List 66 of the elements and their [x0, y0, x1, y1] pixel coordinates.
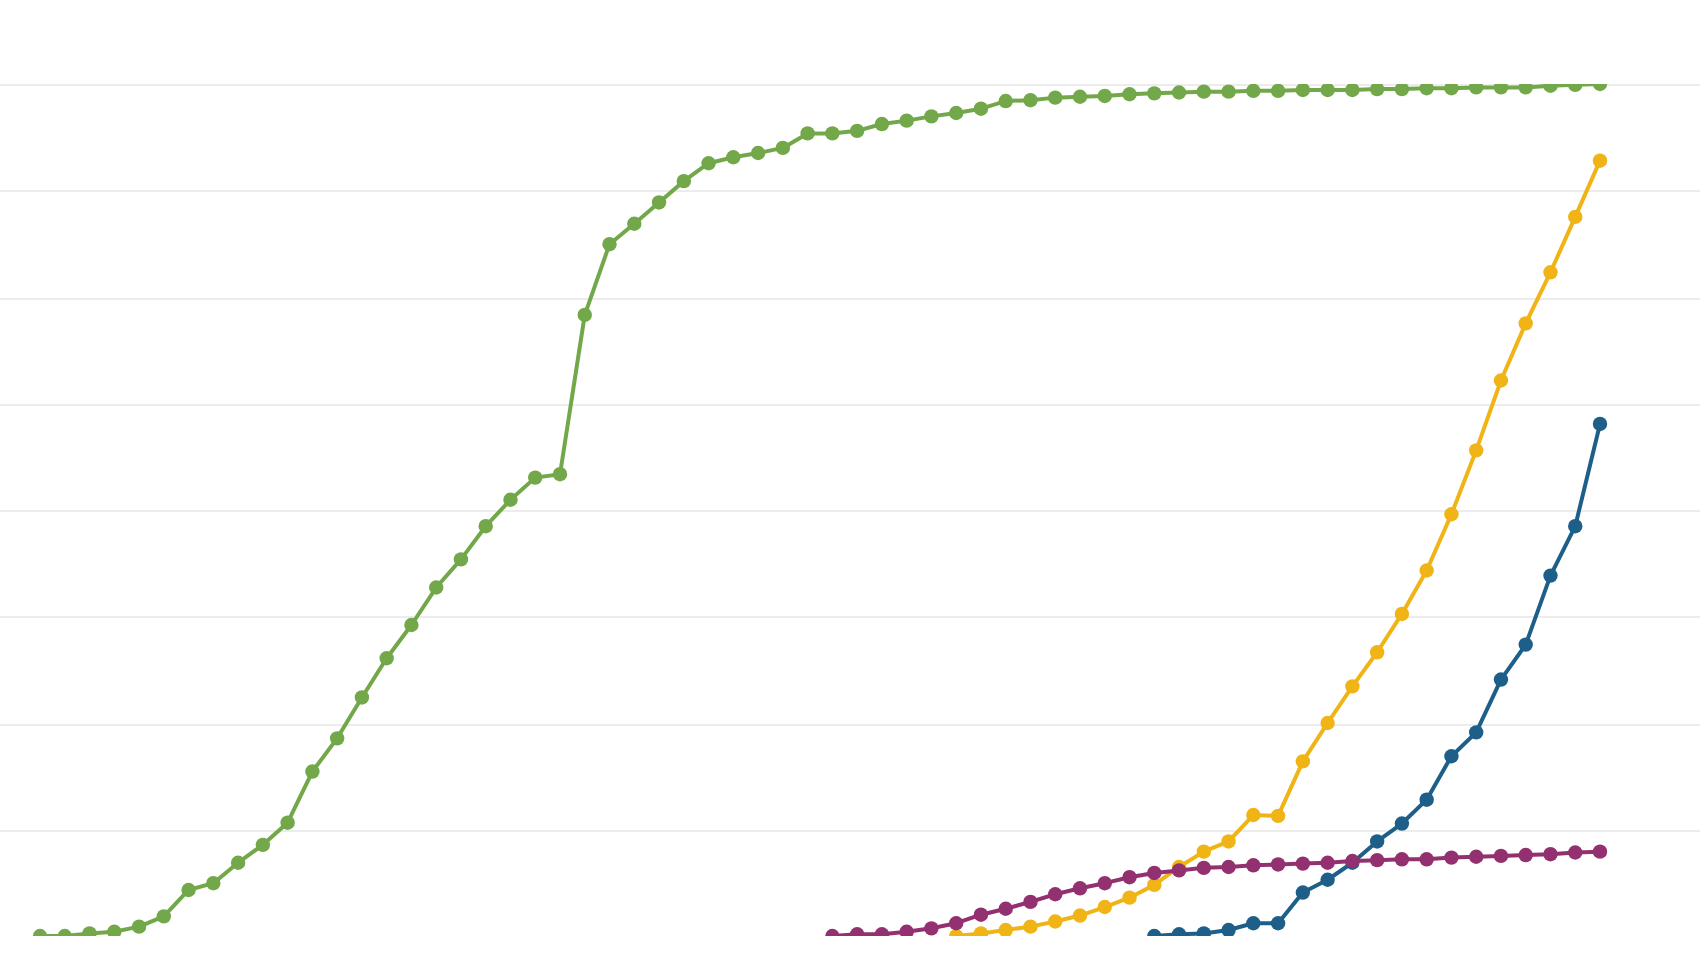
point	[1122, 890, 1137, 905]
point	[1023, 919, 1038, 934]
point	[924, 921, 939, 936]
point	[1221, 834, 1236, 849]
point	[1468, 849, 1484, 864]
point	[1394, 852, 1410, 867]
point	[1369, 834, 1385, 849]
point	[1196, 860, 1212, 876]
point	[1592, 844, 1608, 859]
point	[1147, 877, 1162, 893]
point	[1468, 725, 1484, 740]
point	[899, 924, 914, 936]
point	[1246, 858, 1261, 873]
point	[1568, 845, 1583, 860]
point	[1097, 875, 1112, 891]
point	[1518, 847, 1533, 863]
point	[1221, 859, 1236, 875]
point	[1048, 914, 1063, 929]
point	[1468, 443, 1484, 458]
point	[1369, 645, 1385, 660]
point	[1592, 416, 1608, 432]
point	[1246, 916, 1261, 931]
point	[1444, 749, 1459, 764]
point	[1221, 922, 1236, 936]
point	[1072, 881, 1088, 896]
point	[998, 901, 1013, 916]
point	[1592, 153, 1608, 168]
point	[1270, 916, 1286, 931]
point	[973, 907, 989, 922]
point	[1568, 518, 1583, 534]
point	[1419, 792, 1434, 807]
point	[1518, 637, 1533, 652]
point	[1196, 844, 1212, 859]
point	[948, 916, 964, 931]
point	[1394, 816, 1410, 831]
point	[1320, 715, 1335, 731]
point	[1048, 887, 1063, 902]
point	[1320, 872, 1335, 887]
point	[1419, 852, 1434, 867]
point	[1543, 847, 1558, 862]
point	[1493, 672, 1509, 687]
point	[1394, 606, 1410, 622]
point	[1270, 808, 1286, 824]
point	[1295, 885, 1311, 900]
point	[1023, 894, 1038, 910]
point	[1543, 568, 1558, 583]
point	[1568, 209, 1583, 225]
point	[1122, 870, 1137, 885]
point	[1345, 679, 1360, 694]
point	[1147, 865, 1162, 881]
point	[1072, 908, 1088, 923]
point	[1543, 265, 1558, 280]
point	[1493, 848, 1509, 864]
point	[1444, 850, 1459, 865]
point	[1369, 852, 1385, 868]
point	[1419, 563, 1434, 578]
point	[1444, 507, 1459, 522]
point	[1295, 856, 1311, 871]
point	[1246, 807, 1261, 823]
point	[1518, 316, 1533, 331]
point	[1270, 857, 1286, 872]
point	[998, 922, 1013, 936]
point	[1320, 855, 1335, 870]
point	[1097, 899, 1112, 915]
point	[1295, 754, 1311, 769]
point	[1493, 373, 1509, 388]
